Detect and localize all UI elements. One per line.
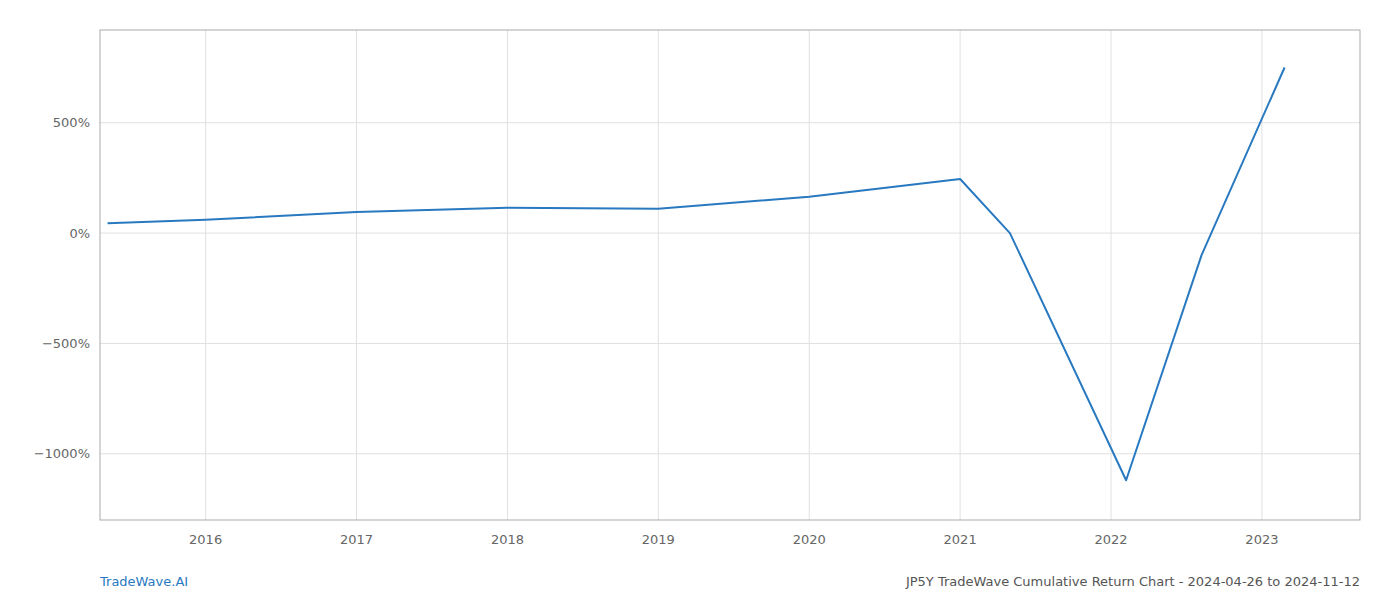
- plot-area: [108, 68, 1285, 481]
- grid: [100, 30, 1360, 520]
- y-tick-label: 500%: [53, 115, 90, 130]
- y-grid-line: [100, 233, 1360, 234]
- x-tick-label: 2021: [944, 532, 977, 547]
- footer-text: JP5Y TradeWave Cumulative Return Chart -…: [905, 574, 1360, 589]
- x-tick-label: 2017: [340, 532, 373, 547]
- footer-text: TradeWave.AI: [99, 574, 188, 589]
- y-grid-line: [100, 122, 1360, 123]
- line: [108, 68, 1285, 481]
- x-grid-line: [507, 30, 508, 520]
- x-grid-line: [356, 30, 357, 520]
- x-tick-label: 2023: [1245, 532, 1278, 547]
- y-tick-label: −1000%: [34, 446, 90, 461]
- background: [0, 0, 1400, 600]
- plot-frame: [100, 30, 1360, 520]
- x-grid-line: [960, 30, 961, 520]
- x-tick-label: 2022: [1094, 532, 1127, 547]
- x-tick-label: 2018: [491, 532, 524, 547]
- y-tick-label: −500%: [42, 336, 90, 351]
- tick-labels: 2016 2017 2018 2019 2020 2021 2022 2023 −1000% −5…: [34, 115, 1279, 547]
- x-tick-label: 2016: [189, 532, 222, 547]
- y-grid-line: [100, 453, 1360, 454]
- x-tick-label: 2019: [642, 532, 675, 547]
- x-grid-line: [658, 30, 659, 520]
- footer: TradeWave.AI JP5Y TradeWave Cumulative Re…: [99, 574, 1360, 589]
- x-grid-line: [809, 30, 810, 520]
- x-grid-line: [205, 30, 206, 520]
- x-tick-label: 2020: [793, 532, 826, 547]
- y-tick-label: 0%: [69, 226, 90, 241]
- x-grid-line: [1261, 30, 1262, 520]
- chart: 2016 2017 2018 2019 2020 2021 2022 2023 −1000% −5…: [0, 0, 1400, 600]
